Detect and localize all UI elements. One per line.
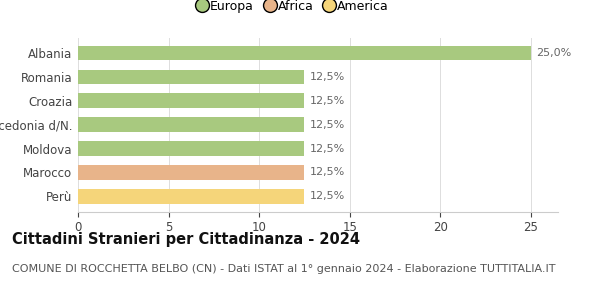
Text: 12,5%: 12,5% bbox=[310, 144, 345, 154]
Legend: Europa, Africa, America: Europa, Africa, America bbox=[194, 0, 394, 18]
Text: 12,5%: 12,5% bbox=[310, 96, 345, 106]
Bar bbox=[78, 165, 304, 180]
Text: 12,5%: 12,5% bbox=[310, 72, 345, 82]
Bar bbox=[78, 46, 531, 60]
Bar bbox=[78, 70, 304, 84]
Bar bbox=[78, 189, 304, 204]
Bar bbox=[78, 93, 304, 108]
Text: COMUNE DI ROCCHETTA BELBO (CN) - Dati ISTAT al 1° gennaio 2024 - Elaborazione TU: COMUNE DI ROCCHETTA BELBO (CN) - Dati IS… bbox=[12, 264, 556, 274]
Text: 12,5%: 12,5% bbox=[310, 191, 345, 201]
Bar bbox=[78, 117, 304, 132]
Text: 25,0%: 25,0% bbox=[536, 48, 572, 58]
Bar bbox=[78, 141, 304, 156]
Text: Cittadini Stranieri per Cittadinanza - 2024: Cittadini Stranieri per Cittadinanza - 2… bbox=[12, 232, 360, 247]
Text: 12,5%: 12,5% bbox=[310, 120, 345, 130]
Text: 12,5%: 12,5% bbox=[310, 168, 345, 177]
